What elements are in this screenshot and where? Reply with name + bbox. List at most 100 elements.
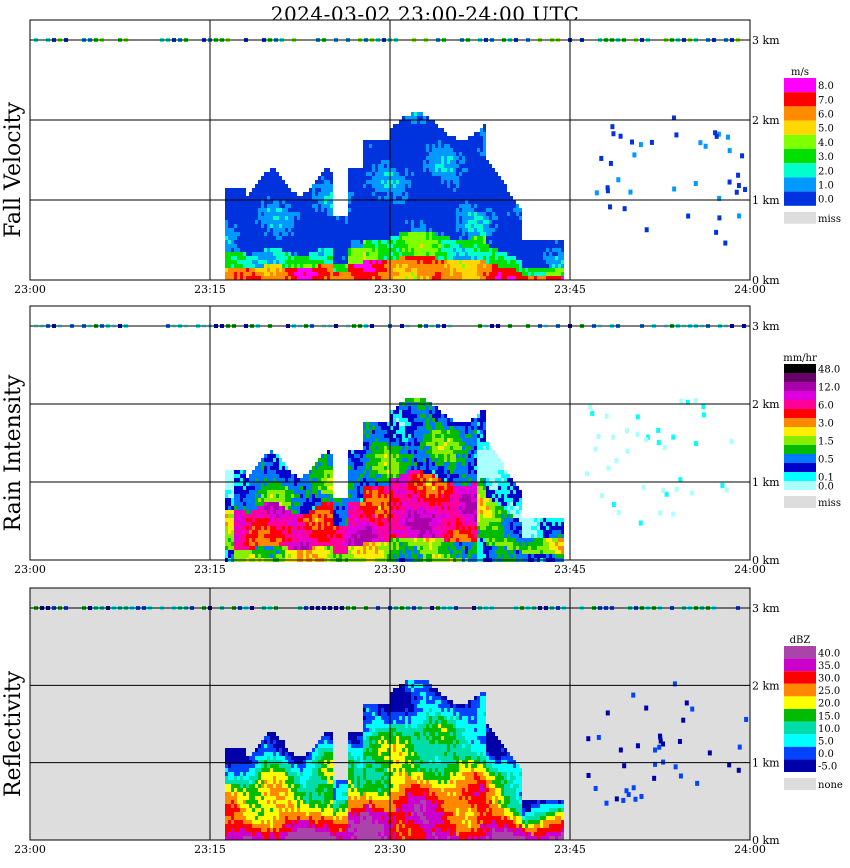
heatmap-cell <box>399 184 402 188</box>
heatmap-cell <box>414 414 417 418</box>
heatmap-cell <box>387 442 390 446</box>
heatmap-cell <box>495 204 498 208</box>
heatmap-cell <box>399 212 402 216</box>
heatmap-cell <box>309 550 312 554</box>
heatmap-cell <box>444 224 447 228</box>
heatmap-cell <box>270 482 273 486</box>
heatmap-cell <box>369 232 372 236</box>
heatmap-cell <box>504 276 507 280</box>
heatmap-cell <box>330 554 333 558</box>
heatmap-cell <box>504 204 507 208</box>
heatmap-cell <box>375 212 378 216</box>
heatmap-cell <box>282 530 285 534</box>
heatmap-cell <box>417 216 420 220</box>
heatmap-cell <box>429 140 432 144</box>
heatmap-cell <box>357 450 360 454</box>
heatmap-cell <box>276 506 279 510</box>
heatmap-cell <box>411 406 414 410</box>
heatmap-cell <box>411 232 414 236</box>
heatmap-cell <box>516 244 519 248</box>
heatmap-cell <box>240 534 243 538</box>
heatmap-cell <box>525 268 528 272</box>
heatmap-cell <box>489 172 492 176</box>
heatmap-cell <box>387 248 390 252</box>
heatmap-cell <box>234 502 237 506</box>
heatmap-cell <box>348 470 351 474</box>
heatmap-cell <box>429 268 432 272</box>
heatmap-cell <box>501 256 504 260</box>
heatmap-cell <box>672 186 677 192</box>
heatmap-cell <box>291 502 294 506</box>
heatmap-cell <box>282 466 285 470</box>
heatmap-cell <box>243 232 246 236</box>
heatmap-cell <box>474 260 477 264</box>
heatmap-cell <box>423 212 426 216</box>
heatmap-cell <box>231 216 234 220</box>
heatmap-cell <box>300 526 303 530</box>
heatmap-cell <box>381 228 384 232</box>
heatmap-cell <box>252 232 255 236</box>
heatmap-cell <box>351 256 354 260</box>
heatmap-cell <box>309 208 312 212</box>
heatmap-cell <box>399 406 402 410</box>
heatmap-cell <box>234 200 237 204</box>
heatmap-cell <box>516 264 519 268</box>
heatmap-cell <box>456 160 459 164</box>
heatmap-cell <box>357 184 360 188</box>
heatmap-cell <box>480 132 483 136</box>
heatmap-cell <box>477 200 480 204</box>
heatmap-cell <box>339 228 342 232</box>
heatmap-cell <box>315 272 318 276</box>
heatmap-cell <box>276 232 279 236</box>
heatmap-cell <box>300 538 303 542</box>
heatmap-cell <box>462 176 465 180</box>
heatmap-cell <box>402 228 405 232</box>
heatmap-cell <box>285 224 288 228</box>
heatmap-cell <box>426 156 429 160</box>
heatmap-cell <box>405 414 408 418</box>
heatmap-cell <box>324 462 327 466</box>
heatmap-cell <box>252 538 255 542</box>
heatmap-cell <box>504 260 507 264</box>
heatmap-cell <box>441 188 444 192</box>
heatmap-cell <box>246 200 249 204</box>
heatmap-cell <box>312 486 315 490</box>
heatmap-cell <box>267 188 270 192</box>
heatmap-cell <box>543 272 546 276</box>
heatmap-cell <box>348 200 351 204</box>
heatmap-cell <box>501 188 504 192</box>
heatmap-cell <box>396 474 399 478</box>
heatmap-cell <box>261 550 264 554</box>
heatmap-cell <box>345 518 348 522</box>
heatmap-cell <box>366 172 369 176</box>
heatmap-cell <box>474 176 477 180</box>
heatmap-cell <box>327 470 330 474</box>
heatmap-cell <box>540 240 543 244</box>
heatmap-cell <box>342 502 345 506</box>
heatmap-cell <box>324 454 327 458</box>
heatmap-cell <box>381 268 384 272</box>
heatmap-cell <box>276 550 279 554</box>
heatmap-cell <box>366 220 369 224</box>
heatmap-cell <box>471 216 474 220</box>
heatmap-cell <box>411 244 414 248</box>
heatmap-cell <box>387 232 390 236</box>
heatmap-cell <box>330 260 333 264</box>
heatmap-cell <box>318 526 321 530</box>
heatmap-cell <box>234 550 237 554</box>
heatmap-cell <box>429 256 432 260</box>
heatmap-cell <box>399 268 402 272</box>
heatmap-cell <box>480 184 483 188</box>
heatmap-cell <box>270 502 273 506</box>
heatmap-cell <box>513 244 516 248</box>
heatmap-cell <box>321 454 324 458</box>
heatmap-cell <box>408 462 411 466</box>
heatmap-cell <box>423 116 426 120</box>
heatmap-cell <box>270 272 273 276</box>
heatmap-cell <box>456 196 459 200</box>
heatmap-cell <box>369 462 372 466</box>
heatmap-cell <box>354 554 357 558</box>
heatmap-cell <box>465 148 468 152</box>
heatmap-cell <box>261 458 264 462</box>
heatmap-cell <box>405 418 408 422</box>
